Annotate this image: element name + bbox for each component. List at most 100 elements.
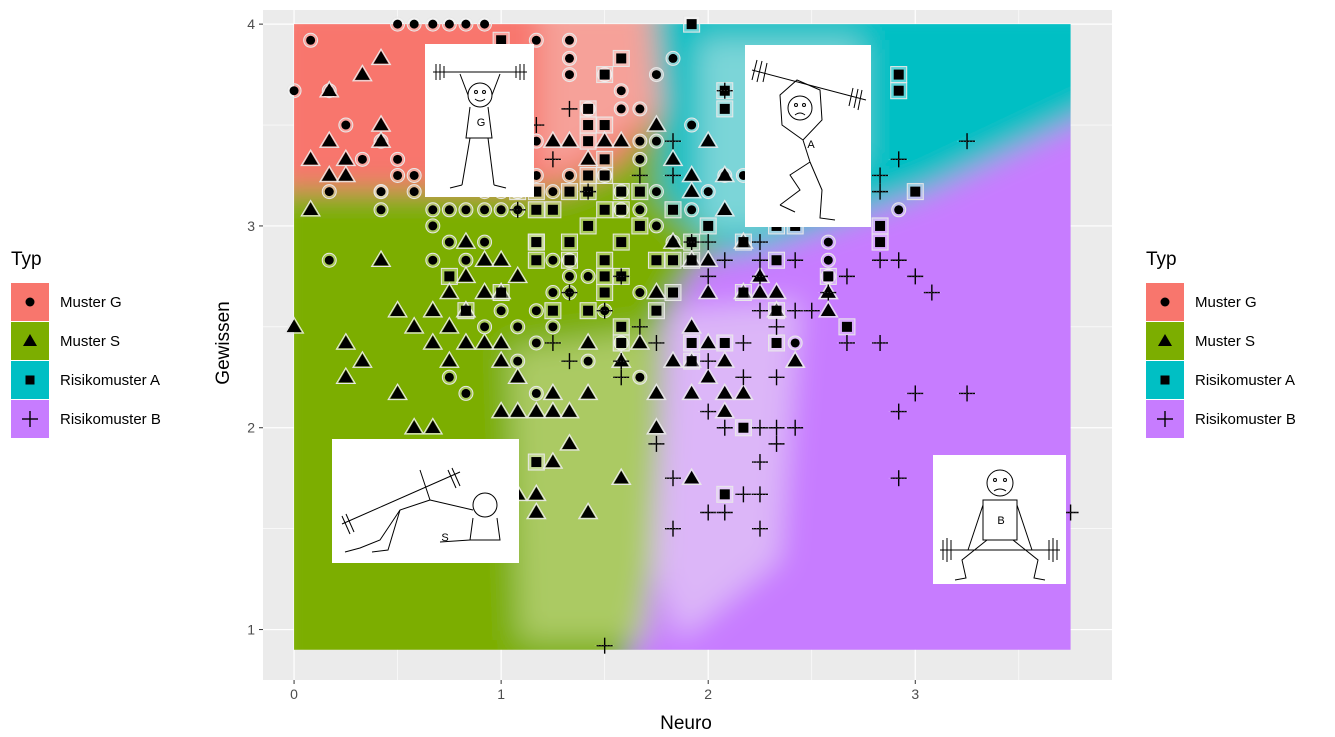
legend-key-marker bbox=[1158, 334, 1172, 346]
data-point bbox=[441, 234, 457, 250]
data-point bbox=[714, 252, 735, 269]
legend-entry: Risikomuster B bbox=[1146, 400, 1296, 438]
data-point bbox=[441, 369, 457, 385]
data-point bbox=[544, 302, 562, 320]
data-point bbox=[698, 504, 719, 521]
data-point bbox=[698, 353, 719, 370]
data-point bbox=[905, 385, 926, 402]
data-point bbox=[561, 67, 577, 83]
data-point bbox=[697, 249, 719, 267]
data-point bbox=[457, 302, 475, 320]
data-point bbox=[699, 217, 717, 235]
data-point bbox=[766, 318, 787, 335]
data-point bbox=[766, 282, 787, 300]
data-point bbox=[577, 502, 599, 520]
data-point bbox=[527, 201, 545, 219]
data-point bbox=[300, 199, 322, 217]
data-point bbox=[612, 318, 630, 336]
data-point bbox=[580, 353, 596, 369]
legend-label: Risikomuster B bbox=[1195, 411, 1296, 428]
data-point bbox=[611, 369, 632, 386]
legend-title: Typ bbox=[11, 249, 42, 270]
data-point bbox=[612, 233, 630, 251]
data-point bbox=[560, 251, 578, 269]
y-tick-label: 4 bbox=[247, 16, 255, 32]
data-point bbox=[734, 284, 752, 302]
data-point bbox=[370, 130, 392, 148]
data-point bbox=[632, 133, 648, 149]
data-point bbox=[528, 385, 544, 401]
data-point bbox=[560, 233, 578, 251]
data-point bbox=[749, 419, 770, 436]
data-point bbox=[596, 166, 614, 184]
data-point bbox=[559, 130, 580, 148]
data-point bbox=[545, 252, 561, 268]
data-point bbox=[681, 316, 703, 334]
data-point bbox=[749, 252, 770, 269]
figure-label-g: G bbox=[477, 117, 486, 129]
data-point bbox=[681, 382, 703, 401]
legend-label: Muster G bbox=[60, 294, 122, 311]
data-point bbox=[390, 167, 406, 183]
data-point bbox=[528, 32, 544, 48]
data-point bbox=[352, 350, 373, 368]
data-point bbox=[596, 251, 614, 269]
data-point bbox=[697, 332, 719, 350]
data-point bbox=[683, 15, 701, 33]
data-point bbox=[766, 369, 787, 386]
data-point bbox=[632, 202, 648, 218]
data-point bbox=[335, 165, 357, 183]
data-point bbox=[477, 319, 493, 335]
data-point bbox=[321, 252, 337, 268]
legend-label: Risikomuster A bbox=[60, 372, 160, 389]
data-point bbox=[663, 520, 684, 537]
data-point bbox=[714, 350, 736, 368]
legend-key-marker bbox=[1157, 411, 1173, 427]
data-point bbox=[425, 218, 441, 234]
data-point bbox=[768, 251, 786, 269]
data-point bbox=[613, 101, 629, 117]
legend-key-marker bbox=[1160, 375, 1170, 385]
data-point bbox=[528, 303, 544, 319]
data-point bbox=[714, 504, 735, 521]
data-point bbox=[422, 417, 444, 435]
data-point bbox=[559, 433, 580, 451]
data-point bbox=[318, 80, 340, 98]
data-point bbox=[819, 267, 837, 285]
data-point bbox=[390, 151, 406, 167]
data-point bbox=[490, 401, 512, 419]
data-point bbox=[890, 66, 908, 84]
legend-key-marker bbox=[23, 334, 37, 346]
data-point bbox=[817, 300, 839, 318]
data-point bbox=[646, 382, 667, 401]
data-point bbox=[542, 451, 564, 469]
figure-g: G bbox=[425, 44, 534, 197]
data-point bbox=[542, 401, 564, 419]
data-point bbox=[749, 302, 770, 319]
data-point bbox=[561, 268, 577, 284]
data-point bbox=[458, 16, 474, 32]
legend-entry: Risikomuster B bbox=[11, 400, 161, 438]
data-point bbox=[888, 252, 909, 269]
legend-entry: Muster G bbox=[1146, 283, 1257, 321]
data-point bbox=[373, 202, 389, 218]
data-point bbox=[734, 233, 752, 251]
data-point bbox=[613, 83, 629, 99]
data-point bbox=[594, 130, 616, 148]
data-point bbox=[681, 467, 703, 485]
legend-key-marker bbox=[1160, 297, 1170, 307]
data-point bbox=[579, 166, 597, 184]
data-point bbox=[545, 285, 561, 301]
legend-entry: Risikomuster A bbox=[11, 361, 160, 399]
data-point bbox=[629, 332, 651, 350]
figure-b: B bbox=[933, 455, 1066, 584]
region-muster-s-light bbox=[510, 330, 660, 640]
data-point bbox=[612, 49, 630, 67]
data-point bbox=[870, 167, 891, 184]
data-point bbox=[477, 234, 493, 250]
data-point bbox=[820, 234, 836, 250]
data-point bbox=[441, 202, 457, 218]
data-point bbox=[559, 100, 580, 117]
data-point bbox=[749, 282, 771, 300]
